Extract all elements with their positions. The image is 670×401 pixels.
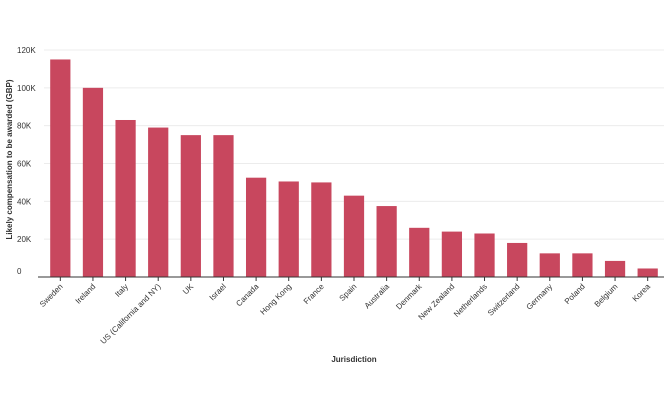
x-tick-label: Italy	[113, 282, 130, 299]
bar[interactable]	[50, 59, 71, 278]
y-tick-label: 0	[17, 267, 22, 276]
x-tick-label: UK	[181, 282, 196, 297]
bar[interactable]	[115, 119, 136, 277]
bar[interactable]	[148, 127, 169, 277]
bar[interactable]	[474, 233, 495, 277]
x-tick-label: Australia	[363, 282, 392, 311]
x-tick-label: Belgium	[593, 282, 620, 309]
bar[interactable]	[213, 135, 234, 277]
y-axis-ticks: 0 20K 40K 60K 80K 100K 120K	[17, 46, 36, 276]
gridlines	[44, 49, 664, 240]
y-axis-title: Likely compensation to be awarded (GBP)	[5, 79, 14, 239]
x-tick-label: Korea	[631, 282, 653, 304]
x-tick-label: Israel	[208, 282, 228, 302]
x-tick-label: France	[302, 282, 326, 306]
x-tick-label: Spain	[338, 282, 359, 303]
x-tick-label: Denmark	[394, 281, 424, 311]
bars	[50, 59, 658, 278]
bar[interactable]	[409, 227, 430, 277]
bar[interactable]	[604, 260, 626, 277]
y-tick-label: 120K	[17, 46, 36, 55]
x-tick-label: Canada	[234, 282, 261, 309]
bar[interactable]	[343, 195, 365, 277]
y-tick-label: 40K	[17, 197, 32, 206]
bar[interactable]	[441, 231, 463, 277]
x-tick-label: Germany	[525, 282, 555, 312]
bar[interactable]	[572, 253, 593, 277]
bar[interactable]	[637, 268, 658, 277]
y-tick-label: 60K	[17, 160, 32, 169]
x-tick-label: Poland	[563, 282, 587, 306]
x-tick-label: Hong Kong	[258, 282, 293, 317]
bar[interactable]	[245, 177, 267, 277]
x-tick-label: Switzerland	[486, 282, 522, 318]
bar[interactable]	[311, 182, 332, 277]
bar[interactable]	[376, 206, 397, 277]
x-tick-label: Netherlands	[452, 282, 489, 319]
x-axis-title: Jurisdiction	[331, 355, 376, 364]
bar[interactable]	[507, 242, 528, 277]
x-tick-label: Ireland	[74, 282, 98, 306]
x-tick-label: US (California and NY)	[99, 282, 163, 346]
y-tick-label: 80K	[17, 122, 32, 131]
bar[interactable]	[539, 253, 560, 277]
y-tick-label: 20K	[17, 235, 32, 244]
x-tick-label: Sweden	[38, 282, 65, 309]
bar[interactable]	[180, 135, 201, 277]
bar[interactable]	[82, 87, 104, 277]
y-tick-label: 100K	[17, 84, 36, 93]
bar[interactable]	[278, 181, 299, 277]
